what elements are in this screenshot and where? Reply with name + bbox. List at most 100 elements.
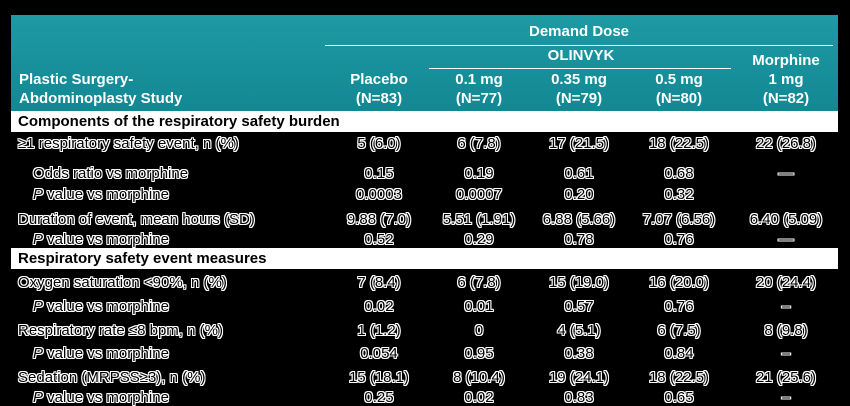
table-cell: 0.15: [364, 164, 394, 182]
row-label: P value vs morphine: [11, 342, 329, 365]
row-label: Odds ratio vs morphine: [33, 164, 189, 182]
row-label: Oxygen saturation <90%, n (%): [18, 273, 227, 291]
table-cell: 0.68: [664, 164, 694, 182]
table-row: ≥1 respiratory safety event, n (%) 5 (6.0…: [11, 132, 838, 154]
col-0.5mg-dose: 0.5 mg: [655, 71, 703, 88]
study-title-line1: Plastic Surgery-: [19, 71, 134, 88]
demand-dose-heading: Demand Dose: [528, 23, 630, 40]
row-label: Duration of event, mean hours (SD): [18, 210, 255, 228]
table-cell: 15 (18.1): [348, 368, 410, 386]
table-cell: 0.25: [364, 388, 394, 406]
table-cell: 0.19: [464, 164, 494, 182]
table-cell: —: [778, 164, 794, 182]
table-cell: 0.78: [564, 231, 594, 248]
row-label-text: value vs morphine: [43, 297, 169, 315]
table-cell: 0.76: [664, 231, 694, 248]
table-cell: 0.02: [464, 388, 494, 406]
table-cell: 6 (7.5): [657, 321, 701, 339]
row-label: Respiratory rate ≤8 bpm, n (%): [18, 321, 223, 339]
row-label: P value vs morphine: [11, 294, 329, 318]
table-cell: 0.76: [664, 297, 694, 315]
table-cell: —: [778, 231, 794, 248]
table-cell: 0.84: [664, 345, 694, 362]
col-0.35mg-n: (N=79): [555, 90, 603, 107]
table-cell: 1 (1.2): [357, 321, 401, 339]
table-row: Odds ratio vs morphine 0.15 0.19 0.61 0.68 —: [11, 164, 838, 182]
table-cell: 0.01: [464, 297, 494, 315]
table-cell: 18 (22.5): [648, 134, 710, 152]
row-label: ≥1 respiratory safety event, n (%): [18, 134, 239, 152]
table-cell: 7.07 (6.56): [642, 210, 716, 228]
table-row: P value vs morphine 0.054 0.95 0.38 0.84 –: [11, 342, 838, 365]
table-cell: 7 (8.4): [357, 273, 401, 291]
row-label-text: value vs morphine: [43, 388, 169, 406]
table-row: Oxygen saturation <90%, n (%) 7 (8.4) 6 (7…: [11, 270, 838, 294]
table-row: P value vs morphine 0.25 0.02 0.83 0.65 –: [11, 388, 838, 406]
p-italic: P: [33, 231, 44, 248]
study-title-line2: Abdominoplasty Study: [19, 90, 183, 107]
row-label: P value vs morphine: [11, 388, 329, 406]
table-cell: 19 (24.1): [548, 368, 610, 386]
table-cell: 0.38: [564, 345, 594, 362]
row-label: Sedation (MRPSS≥3), n (%): [18, 368, 206, 386]
table-cell: 0.83: [564, 388, 594, 406]
table-cell: 5.51 (1.91): [442, 210, 516, 228]
table-cell: 5 (6.0): [357, 134, 401, 152]
demand-dose-rule: [325, 45, 833, 46]
table-row: P value vs morphine 0.0003 0.0007 0.20 0.32: [11, 181, 838, 207]
row-label: P value vs morphine: [11, 231, 329, 248]
table-cell: 0.95: [464, 345, 494, 362]
row-label-text: value vs morphine: [43, 345, 169, 362]
table-cell: 6 (7.8): [457, 273, 501, 291]
table-cell: 6.40 (5.09): [749, 210, 823, 228]
col-placebo-n: (N=83): [355, 90, 403, 107]
table-cell: 0.32: [664, 185, 694, 203]
table-cell: 0.29: [464, 231, 494, 248]
table-header: Plastic Surgery- Abdominoplasty Study De…: [11, 15, 838, 111]
col-0.1mg-n: (N=77): [455, 90, 503, 107]
row-label-text: value vs morphine: [43, 185, 169, 203]
table-cell: 18 (22.5): [648, 368, 710, 386]
table-cell: –: [781, 345, 791, 362]
table-cell: 16 (20.0): [648, 273, 710, 291]
table-cell: 0.0003: [356, 185, 402, 203]
table-cell: 6 (7.8): [457, 134, 501, 152]
table-cell: 22 (26.8): [755, 134, 817, 152]
results-table: Plastic Surgery- Abdominoplasty Study De…: [11, 15, 838, 406]
table-cell: 20 (24.4): [755, 273, 817, 291]
p-italic: P: [33, 185, 44, 203]
table-cell: 0: [474, 321, 484, 339]
table-cell: 0.57: [564, 297, 594, 315]
table-cell: 0.0007: [456, 185, 502, 203]
table-cell: –: [781, 388, 791, 406]
table-cell: 0.65: [664, 388, 694, 406]
section-components: Components of the respiratory safety bur…: [11, 111, 838, 132]
olinvyk-rule: [429, 68, 731, 69]
morphine-heading: Morphine: [752, 52, 820, 69]
table-cell: [736, 181, 836, 207]
p-italic: P: [33, 297, 44, 315]
table-cell: 21 (25.6): [755, 368, 817, 386]
table-cell: 4 (5.1): [557, 321, 601, 339]
table-row: P value vs morphine 0.52 0.29 0.78 0.76 —: [11, 231, 838, 248]
col-0.35mg-dose: 0.35 mg: [551, 71, 607, 88]
table-row: P value vs morphine 0.02 0.01 0.57 0.76 –: [11, 294, 838, 318]
table-cell: 0.054: [360, 345, 398, 362]
p-italic: P: [33, 345, 44, 362]
col-placebo-name: Placebo: [350, 71, 408, 88]
table-cell: 15 (19.0): [548, 273, 610, 291]
olinvyk-heading: OLINVYK: [547, 47, 615, 64]
table-cell: 0.61: [564, 164, 594, 182]
table-cell: 0.20: [564, 185, 594, 203]
table-cell: 0.02: [364, 297, 394, 315]
col-morphine-dose: 1 mg: [768, 71, 804, 88]
section-measures: Respiratory safety event measures: [11, 248, 838, 269]
table-cell: 8 (10.4): [453, 368, 505, 386]
table-cell: 8 (9.8): [764, 321, 808, 339]
table-row: Duration of event, mean hours (SD) 9.88 (…: [11, 207, 838, 231]
col-0.5mg-n: (N=80): [655, 90, 703, 107]
table-row: Sedation (MRPSS≥3), n (%) 15 (18.1) 8 (10.…: [11, 365, 838, 389]
table-cell: 0.52: [364, 231, 394, 248]
row-label-text: value vs morphine: [43, 231, 169, 248]
table-cell: 6.88 (5.66): [542, 210, 616, 228]
